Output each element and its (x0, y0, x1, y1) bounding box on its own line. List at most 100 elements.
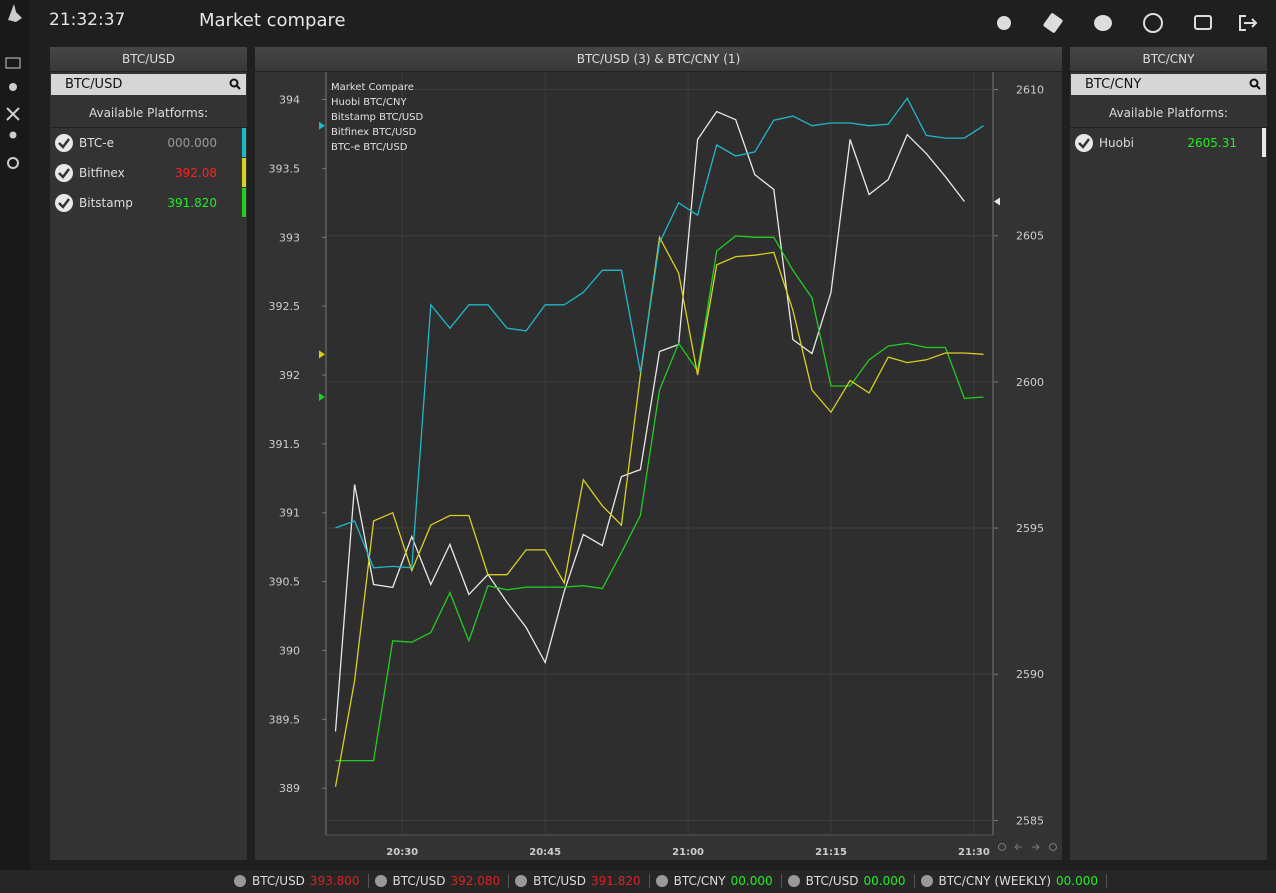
x-tick-label: 21:00 (672, 847, 704, 858)
toolbar-icon[interactable] (1143, 13, 1163, 33)
clock: 21:32:37 (49, 10, 126, 30)
platform-row[interactable]: Huobi 2605.31 (1070, 128, 1267, 158)
legend-entry: Bitstamp BTC/USD (331, 112, 423, 123)
check-icon (1075, 134, 1093, 152)
tools-icon[interactable] (6, 107, 20, 121)
page-title: Market compare (199, 10, 346, 31)
ticker-pair: BTC/USD (392, 874, 446, 888)
panel-title: BTC/USD (3) & BTC/CNY (1) (255, 47, 1062, 72)
platform-row[interactable]: Bitstamp 391.820 (50, 188, 247, 218)
y-tick-label: 393.5 (269, 162, 301, 175)
y-tick-label: 389 (279, 782, 300, 795)
exchange-icon (920, 875, 933, 887)
legend-entry: Huobi BTC/CNY (331, 97, 407, 108)
sidebar-icons (5, 4, 22, 169)
platform-row[interactable]: BTC-e 000.000 (50, 128, 247, 158)
search-icon[interactable] (229, 78, 241, 90)
search-icon[interactable] (1249, 78, 1261, 90)
y-tick-label: 392 (279, 369, 300, 382)
check-circle (55, 194, 73, 212)
toolbar-icon[interactable] (1043, 12, 1064, 33)
platform-name: Huobi (1099, 136, 1134, 150)
check-circle (55, 164, 73, 182)
platform-price: 392.08 (175, 166, 217, 180)
ticker-pair: BTC/CNY (673, 874, 726, 888)
ticker-item[interactable]: BTC/CNY (WEEKLY) 00.000 (915, 874, 1107, 888)
panel-subtitle: Available Platforms: (50, 99, 247, 128)
check-mark (58, 138, 70, 149)
y-tick-label: 392.5 (269, 300, 301, 313)
ticker-item[interactable]: BTC/USD 00.000 (782, 874, 915, 888)
last-value-marker (319, 393, 325, 402)
ticker-price: 00.000 (863, 874, 906, 888)
settings-icon[interactable] (7, 157, 19, 169)
exchange-icon (787, 875, 800, 887)
platform-list: BTC-e 000.000 Bitfinex 392.08 Bitstamp 391.82… (50, 128, 247, 218)
ticker-price: 393.800 (309, 874, 360, 888)
exchange-icon (234, 875, 246, 887)
x-tick-label: 21:15 (815, 847, 847, 858)
platform-price: 2605.31 (1187, 136, 1237, 150)
platform-price: 000.000 (167, 136, 217, 150)
legend-entry: BTC-e BTC/USD (331, 142, 408, 153)
y2-tick-label: 2585 (1016, 814, 1044, 827)
series-line (334, 110, 965, 732)
platform-color-bar (242, 158, 246, 187)
ticker: BTC/USD 393.800 BTC/USD 392.080 BTC/USD 391.8… (228, 874, 1107, 888)
last-value-marker (994, 197, 1000, 206)
series-line (335, 235, 984, 762)
check-circle (55, 134, 73, 152)
monitor-icon[interactable] (5, 57, 21, 69)
toolbar-icon[interactable] (1239, 15, 1258, 31)
search-text: BTC/USD (65, 77, 123, 92)
y-tick-label: 393 (279, 231, 300, 244)
y2-tick-label: 2610 (1016, 84, 1044, 97)
y-tick-label: 391 (279, 507, 300, 520)
toolbar (997, 12, 1258, 33)
exchange-icon (655, 875, 668, 887)
ticker-price: 00.000 (730, 874, 773, 888)
ticker-pair: BTC/CNY (WEEKLY) (938, 874, 1051, 888)
toolbar-icon[interactable] (1194, 15, 1212, 30)
chart: 2585 2590 2595 2600 2605 2610 389 389.5 390 390.5… (269, 72, 1057, 858)
ticker-item[interactable]: BTC/USD 391.820 (509, 874, 650, 888)
logo (8, 4, 22, 22)
check-icon (55, 194, 73, 212)
ticker-item[interactable]: BTC/USD 393.800 (228, 874, 369, 888)
platform-color-bar (242, 128, 246, 157)
zoom-in[interactable] (1049, 843, 1057, 851)
y-tick-label: 391.5 (269, 438, 301, 451)
ticker-item[interactable]: BTC/USD 392.080 (369, 874, 510, 888)
x-tick-label: 21:30 (958, 847, 990, 858)
platform-color-bar (1262, 128, 1266, 157)
platform-name: Bitstamp (79, 196, 133, 210)
toolbar-icon[interactable] (1094, 15, 1112, 31)
check-icon (55, 164, 73, 182)
search-box[interactable]: BTC/USD (51, 74, 246, 95)
plot-area (326, 72, 993, 835)
y-tick-label: 389.5 (269, 713, 301, 726)
exchange-icon (374, 875, 387, 887)
y-tick-label: 390.5 (269, 576, 301, 589)
platform-row[interactable]: Bitfinex 392.08 (50, 158, 247, 188)
zoom-out[interactable] (998, 843, 1006, 851)
platform-name: Bitfinex (79, 166, 125, 180)
pan-right[interactable] (1032, 843, 1040, 851)
y2-tick-label: 2590 (1016, 668, 1044, 681)
ticker-price: 391.820 (591, 874, 641, 888)
legend-entry: Bitfinex BTC/USD (331, 127, 417, 138)
search-box[interactable]: BTC/CNY (1071, 74, 1266, 95)
ticker-item[interactable]: BTC/CNY 00.000 (650, 874, 782, 888)
right-panel: BTC/CNY BTC/CNY Available Platforms: Huo… (1070, 47, 1267, 860)
chess-icon[interactable] (9, 83, 17, 91)
check-mark (1078, 138, 1090, 149)
user-icon[interactable] (9, 131, 17, 139)
left-panel: BTC/USD BTC/USD Available Platforms: BTC… (50, 47, 247, 860)
x-tick-label: 20:45 (529, 847, 561, 858)
ticker-pair: BTC/USD (805, 874, 859, 888)
pan-left[interactable] (1014, 843, 1022, 851)
toolbar-icon[interactable] (997, 16, 1011, 30)
panel-subtitle: Available Platforms: (1070, 99, 1267, 128)
ticker-pair: BTC/USD (533, 874, 587, 888)
